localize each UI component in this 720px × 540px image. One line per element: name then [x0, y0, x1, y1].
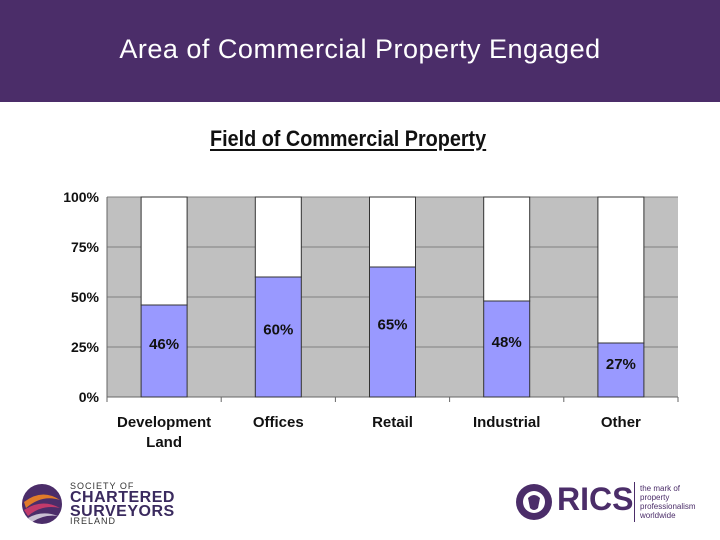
data-label: 48%: [492, 334, 522, 351]
x-tick-label: Development: [117, 414, 211, 431]
rics-tagline-4: worldwide: [640, 511, 676, 520]
bar-remainder: [597, 196, 645, 344]
rics-divider: [634, 482, 635, 522]
rics-tagline: the mark of property professionalism wor…: [640, 484, 720, 520]
bar: [597, 342, 645, 398]
chart-title: Field of Commercial Property: [210, 126, 487, 151]
data-label: 46%: [149, 336, 179, 353]
bar: [369, 266, 416, 398]
x-tick-label: Other: [601, 414, 641, 431]
rics-tagline-3: professionalism: [640, 502, 696, 511]
data-label: 27%: [606, 356, 636, 373]
x-tick-label: Retail: [372, 414, 413, 431]
y-tick-label: 50%: [71, 289, 100, 305]
x-tick-label: Land: [146, 434, 182, 451]
rics-name: RICS: [557, 481, 634, 517]
x-tick-label: Industrial: [473, 414, 541, 431]
data-label: 65%: [377, 316, 407, 333]
rics-tagline-2: property: [640, 493, 670, 502]
x-tick-label: Offices: [253, 414, 304, 431]
lion-icon: [516, 484, 552, 520]
scs-line1: SOCIETY OF: [70, 481, 135, 491]
y-tick-label: 0%: [79, 389, 100, 405]
scs-line3: SURVEYORS: [70, 503, 175, 520]
y-tick-label: 100%: [63, 189, 99, 205]
y-tick-label: 75%: [71, 239, 100, 255]
bar: [140, 304, 188, 398]
bar-remainder: [254, 196, 302, 278]
title-bar: Area of Commercial Property Engaged: [0, 0, 720, 102]
scs-line4: IRELAND: [70, 516, 117, 526]
bar-remainder: [483, 196, 531, 302]
rics-tagline-1: the mark of: [640, 484, 681, 493]
data-label: 60%: [263, 322, 293, 339]
scs-swirl-icon: [22, 484, 62, 524]
rics-logo: RICS the mark of property professionalis…: [512, 478, 712, 528]
bar-remainder: [140, 196, 188, 306]
scs-logo: SOCIETY OF CHARTERED SURVEYORS IRELAND: [20, 478, 220, 528]
scs-line2: CHARTERED: [70, 489, 175, 506]
bar: [483, 300, 531, 398]
bar: [254, 276, 302, 398]
slide-title: Area of Commercial Property Engaged: [119, 34, 601, 64]
bar-remainder: [369, 196, 416, 268]
y-tick-label: 25%: [71, 339, 100, 355]
